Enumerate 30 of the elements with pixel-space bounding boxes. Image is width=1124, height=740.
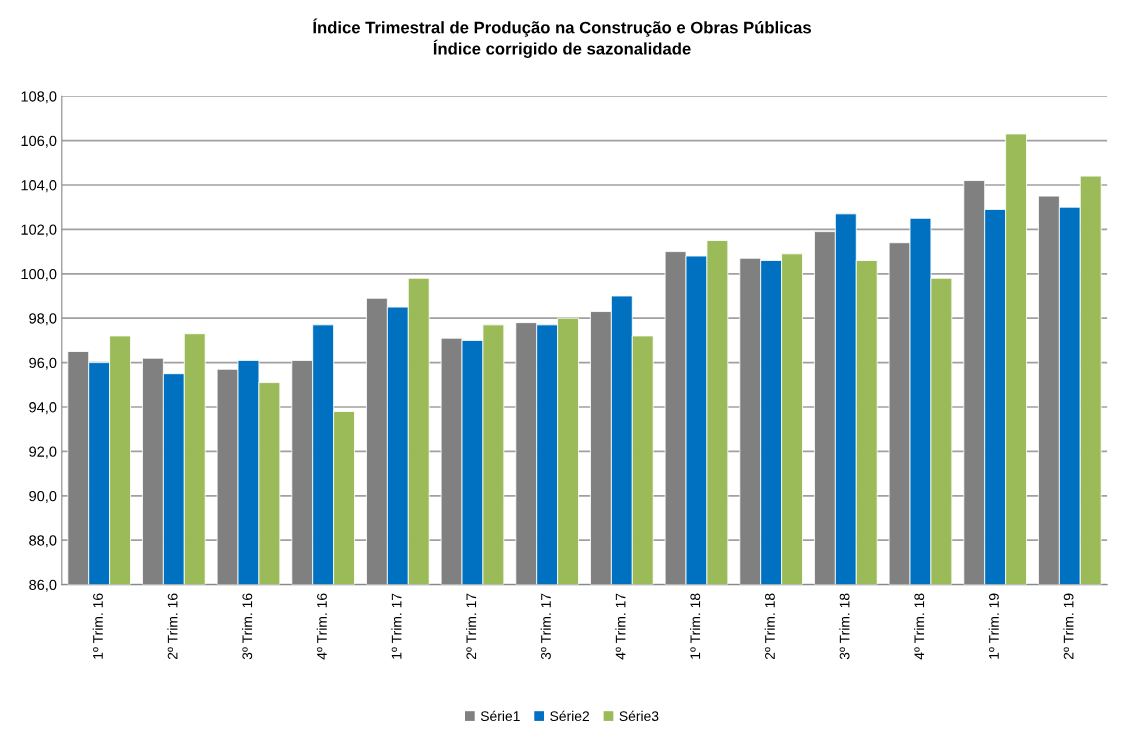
- y-tick-label: 100,0: [21, 268, 57, 281]
- x-tick-label: 2º Trim. 16: [167, 593, 178, 660]
- y-tick-label: 104,0: [21, 180, 57, 193]
- y-tick-label: 88,0: [29, 535, 57, 548]
- x-tick-label: 3º Trim. 18: [839, 593, 850, 660]
- y-tick-label: 90,0: [29, 490, 57, 503]
- legend-label: Série3: [619, 710, 659, 722]
- x-tick-label: 1º Trim. 18: [690, 593, 701, 659]
- y-tick-label: 98,0: [29, 313, 57, 326]
- x-tick-label: 3º Trim. 16: [242, 593, 253, 660]
- legend-label: Série2: [550, 710, 590, 722]
- y-tick-label: 106,0: [21, 135, 57, 148]
- y-tick-label: 92,0: [29, 446, 57, 459]
- y-tick-label: 94,0: [29, 402, 57, 415]
- x-tick-label: 2º Trim. 17: [466, 593, 477, 660]
- y-tick-label: 96,0: [29, 357, 57, 370]
- y-tick-label: 86,0: [29, 579, 57, 592]
- chart-title: Índice Trimestral de Produção na Construção e Obras Públicas Índice corrigido de sazonalidade: [313, 18, 811, 58]
- x-tick-label: 1º Trim. 16: [92, 593, 103, 659]
- x-tick-label: 4º Trim. 16: [316, 593, 327, 660]
- legend-label: Série1: [480, 710, 520, 722]
- x-tick-label: 1º Trim. 19: [988, 593, 999, 659]
- x-tick-label: 1º Trim. 17: [391, 593, 402, 659]
- y-tick-label: 108,0: [21, 91, 57, 104]
- x-tick-label: 3º Trim. 17: [540, 593, 551, 660]
- x-tick-label: 2º Trim. 19: [1063, 593, 1074, 660]
- y-tick-label: 102,0: [21, 224, 57, 237]
- x-tick-label: 4º Trim. 17: [615, 593, 626, 660]
- x-tick-label: 2º Trim. 18: [764, 593, 775, 660]
- x-tick-label: 4º Trim. 18: [914, 593, 925, 660]
